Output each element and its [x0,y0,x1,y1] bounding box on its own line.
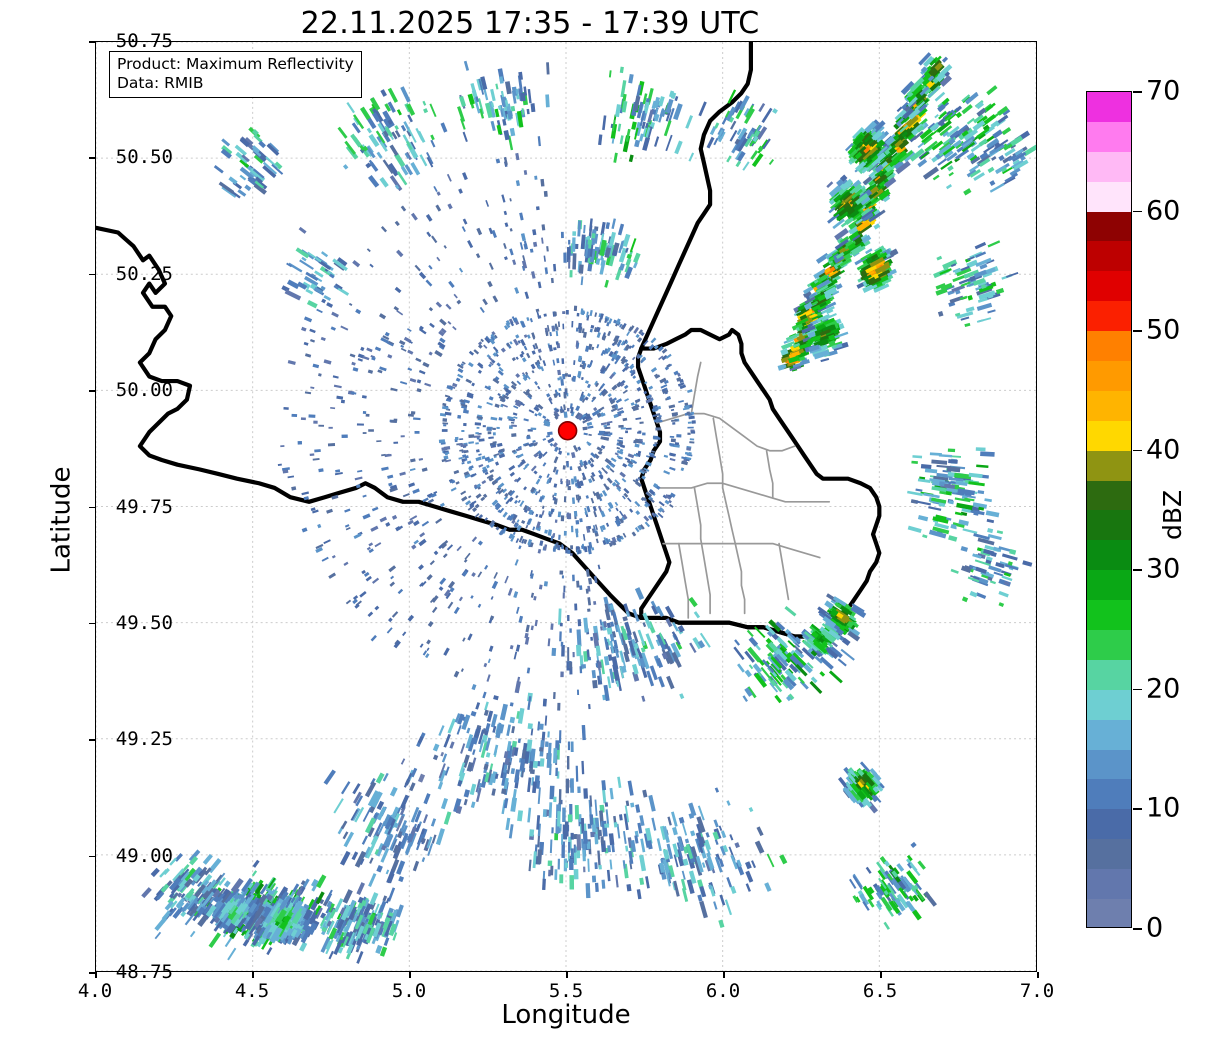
colorbar-band [1087,361,1131,391]
colorbar-tick-label: 40 [1146,434,1181,466]
x-tick-label: 6.0 [705,980,741,1002]
colorbar-band [1087,570,1131,601]
colorbar-band [1087,121,1131,152]
y-tick-mark [89,41,95,43]
colorbar-band [1087,659,1131,690]
y-tick-mark [89,157,95,159]
colorbar-band [1087,450,1131,481]
x-tick-mark [252,972,254,978]
colorbar-band [1087,92,1131,122]
x-axis-label: Longitude [501,1000,631,1030]
colorbar [1086,91,1132,928]
legend-data-line: Data: RMIB [117,73,204,92]
colorbar-band [1087,151,1131,182]
x-tick-label: 4.5 [234,980,270,1002]
colorbar-wrap: 0 10 20 30 40 50 60 70 [1086,76,1180,944]
colorbar-band [1087,600,1131,631]
x-tick-mark [409,972,411,978]
radar-site-marker [557,420,578,441]
x-tick-label: 5.5 [548,980,584,1002]
radar-reflectivity-layer [141,52,1036,964]
colorbar-band [1087,540,1131,571]
product-info-box: Product: Maximum Reflectivity Data: RMIB [109,51,362,98]
colorbar-band [1087,331,1131,362]
x-tick-label: 6.5 [862,980,898,1002]
colorbar-label: dBZ [1158,489,1187,540]
y-tick-label: 50.00 [115,379,173,402]
colorbar-tick-mark [1133,569,1142,571]
colorbar-band [1087,749,1131,780]
colorbar-band [1087,809,1131,840]
x-tick-mark [95,972,97,978]
y-tick-mark [89,622,95,625]
y-axis-label: Latitude [46,466,77,574]
legend-product-line: Product: Maximum Reflectivity [117,55,354,73]
colorbar-band [1087,420,1131,451]
colorbar-band [1087,181,1131,212]
colorbar-band [1087,510,1131,541]
y-tick-label: 49.50 [115,611,173,634]
colorbar-band [1087,211,1131,242]
colorbar-tick-label: 30 [1146,553,1181,585]
colorbar-tick-label: 0 [1146,912,1164,944]
colorbar-tick-mark [1133,808,1142,811]
colorbar-band [1087,271,1131,302]
colorbar-tick-mark [1133,449,1142,452]
grid-lines [96,42,1036,971]
y-axis-label-wrap: Latitude [14,0,77,1040]
colorbar-band [1087,839,1131,870]
y-tick-label: 49.00 [115,844,173,867]
colorbar-band [1087,869,1131,900]
y-tick-label: 49.25 [115,728,173,751]
colorbar-tick-label: 60 [1146,195,1181,227]
colorbar-tick-label: 10 [1146,792,1181,824]
colorbar-band [1087,630,1131,660]
colorbar-tick-label: 50 [1146,314,1181,346]
y-tick-mark [89,972,95,974]
map-plot-area[interactable]: Product: Maximum Reflectivity Data: RMIB [95,41,1037,972]
colorbar-band [1087,480,1131,511]
colorbar-tick-mark [1133,688,1142,691]
x-tick-label: 7.0 [1019,980,1055,1002]
colorbar-tick-mark [1133,330,1142,332]
colorbar-band [1087,241,1131,272]
colorbar-tick-mark [1133,928,1142,930]
colorbar-tick-mark [1133,210,1142,213]
colorbar-band [1087,899,1131,927]
x-tick-label: 5.0 [391,980,427,1002]
colorbar-band [1087,719,1131,750]
x-tick-mark [880,972,882,978]
y-tick-label: 48.75 [115,961,173,983]
x-tick-mark [566,972,568,978]
y-tick-label: 50.25 [115,262,173,285]
colorbar-band [1087,779,1131,810]
colorbar-band [1087,689,1131,720]
x-tick-mark [723,972,725,978]
colorbar-tick-label: 20 [1146,673,1181,705]
x-tick-label: 4.0 [77,980,113,1002]
y-tick-mark [89,855,95,858]
x-tick-mark [1037,972,1039,978]
y-tick-label: 49.75 [115,495,173,518]
y-tick-mark [89,390,95,392]
colorbar-tick-label: 70 [1146,75,1181,107]
y-tick-mark [89,506,95,509]
y-tick-label: 50.50 [115,146,173,169]
y-tick-mark [89,273,95,276]
y-tick-label: 50.75 [115,30,173,52]
colorbar-tick-mark [1133,91,1142,93]
figure-title: 22.11.2025 17:35 - 17:39 UTC [300,6,760,41]
colorbar-band [1087,390,1131,421]
colorbar-band [1087,301,1131,332]
y-tick-mark [89,739,95,741]
